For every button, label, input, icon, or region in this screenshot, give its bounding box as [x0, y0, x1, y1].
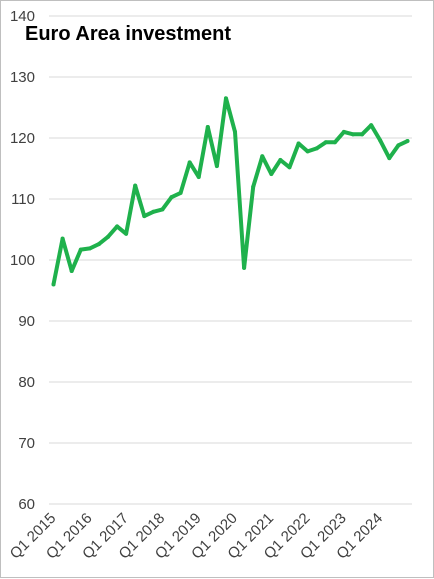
data-point: [205, 125, 210, 130]
data-point: [360, 132, 365, 137]
data-point: [296, 141, 301, 146]
data-point: [187, 160, 192, 165]
data-point: [78, 247, 83, 252]
data-point: [87, 246, 92, 251]
data-point: [323, 140, 328, 145]
data-point: [242, 265, 247, 270]
data-point: [305, 149, 310, 154]
data-point: [223, 96, 228, 101]
data-point: [196, 175, 201, 180]
data-point: [314, 146, 319, 151]
data-point: [351, 132, 356, 137]
y-tick-label: 70: [18, 435, 35, 452]
y-axis-tick-labels: 60 70 80 90 100 110 120 130 140: [10, 8, 35, 513]
data-point: [124, 231, 129, 236]
data-point: [151, 209, 156, 214]
data-point: [160, 207, 165, 212]
data-point: [214, 164, 219, 169]
data-point: [369, 123, 374, 128]
data-point: [69, 268, 74, 273]
data-point: [96, 242, 101, 247]
data-point: [378, 138, 383, 143]
data-point: [278, 157, 283, 162]
data-point: [387, 156, 392, 161]
chart-title: Euro Area investment: [25, 23, 231, 45]
data-point: [269, 171, 274, 176]
data-point: [396, 143, 401, 148]
data-point: [287, 165, 292, 170]
y-tick-label: 80: [18, 374, 35, 391]
data-point: [233, 129, 238, 134]
series-line: [51, 96, 410, 287]
data-point: [115, 224, 120, 229]
y-tick-label: 100: [10, 252, 35, 269]
series-group: [51, 96, 410, 287]
data-point: [405, 139, 410, 144]
data-point: [51, 282, 56, 287]
data-point: [105, 234, 110, 239]
data-point: [341, 129, 346, 134]
data-point: [332, 140, 337, 145]
data-point: [260, 154, 265, 159]
data-point: [169, 195, 174, 200]
gridlines: [49, 15, 412, 505]
y-tick-label: 130: [10, 69, 35, 86]
y-tick-label: 140: [10, 8, 35, 25]
y-tick-label: 120: [10, 130, 35, 147]
data-point: [133, 183, 138, 188]
data-point: [142, 214, 147, 219]
y-tick-label: 60: [18, 496, 35, 513]
data-point: [60, 236, 65, 241]
data-point: [178, 190, 183, 195]
y-tick-label: 110: [11, 191, 35, 208]
data-point: [251, 184, 256, 189]
y-tick-label: 90: [18, 313, 35, 330]
